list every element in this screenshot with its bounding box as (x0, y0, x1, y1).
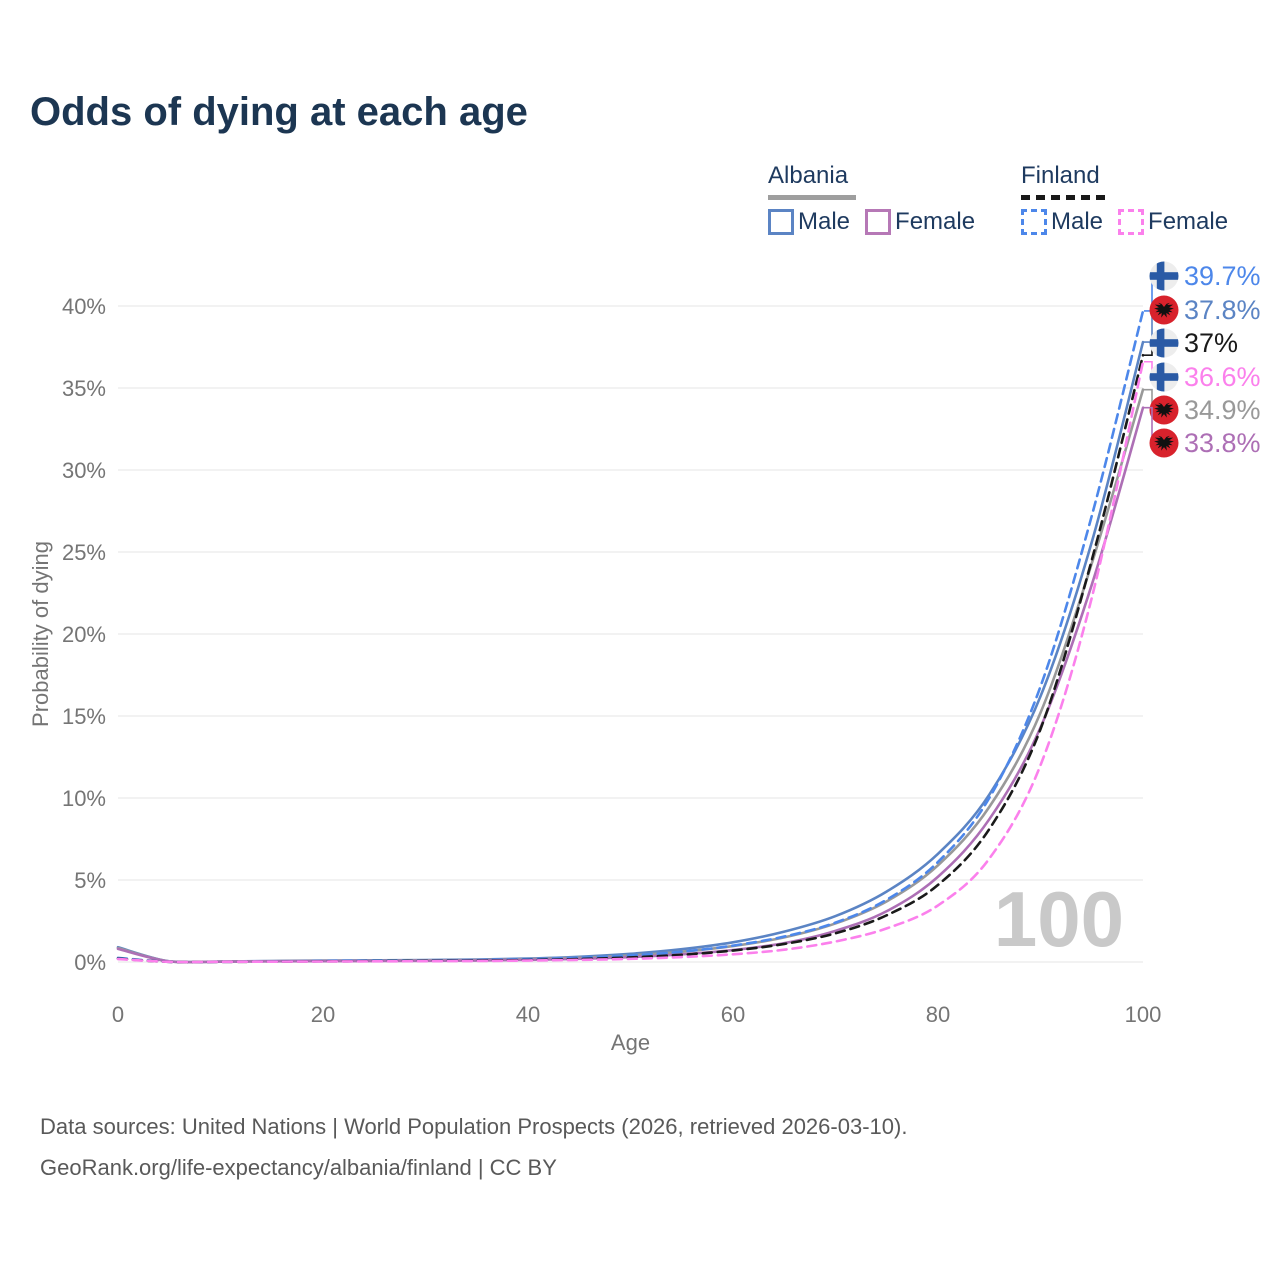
end-value-label-finland-both-sexes: 37% (1184, 328, 1238, 358)
albania-male-swatch-icon (768, 209, 794, 235)
legend-label: Male (798, 208, 851, 235)
finland-dashed-line-sample (1021, 195, 1109, 200)
x-tick-label: 100 (1125, 1002, 1162, 1027)
end-value-label-albania-both-sexes: 34.9% (1184, 395, 1261, 425)
end-value-label-albania-male: 37.8% (1184, 295, 1261, 325)
albania-female-swatch-icon (865, 209, 892, 235)
legend-country-albania[interactable]: Albania (768, 162, 849, 189)
finland-cross-vertical (1156, 362, 1165, 392)
legend-item-finland-male[interactable]: Male (1021, 208, 1103, 236)
page-title: Odds of dying at each age (30, 90, 528, 134)
legend-country-finland[interactable]: Finland (1021, 162, 1100, 189)
series-line-albania-male (116, 340, 1145, 964)
finland-female-swatch-icon (1118, 209, 1145, 235)
x-tick-label: 40 (516, 1002, 540, 1027)
y-tick-label: 0% (74, 950, 106, 975)
legend-label: Female (1148, 208, 1229, 235)
series-line-albania-both-sexes (116, 388, 1145, 964)
y-tick-label: 35% (62, 376, 106, 401)
finland-cross-vertical (1156, 328, 1165, 358)
albania-eagle-icon (1154, 402, 1174, 418)
legend-item-finland-female[interactable]: Female (1118, 208, 1228, 236)
y-axis-title: Probability of dying (28, 541, 53, 727)
legend-group-finland: Finland Male Female (1021, 162, 1243, 236)
mortality-line-chart[interactable]: 0% 5% 10% 15% 20% 25% 30% 35% 40% 0 20 40 60 80 100 Age… (0, 0, 1280, 1090)
x-tick-label: 0 (112, 1002, 124, 1027)
legend-group-albania: Albania Male Female (768, 162, 990, 236)
albania-eagle-icon (1154, 302, 1174, 318)
series-line-albania-female (116, 406, 1145, 964)
end-value-label-finland-male: 39.7% (1184, 261, 1261, 291)
data-sources-line1: Data sources: United Nations | World Pop… (40, 1114, 908, 1139)
legend: Albania Male Female Finland Male (0, 162, 1280, 242)
y-tick-label: 20% (62, 622, 106, 647)
albania-solid-line-sample (768, 195, 856, 200)
y-tick-label: 25% (62, 540, 106, 565)
albania-eagle-icon (1154, 435, 1174, 451)
finland-male-swatch-icon (1021, 209, 1047, 235)
y-tick-label: 40% (62, 294, 106, 319)
y-tick-label: 15% (62, 704, 106, 729)
legend-label: Male (1051, 208, 1104, 235)
y-tick-label: 30% (62, 458, 106, 483)
legend-item-albania-male[interactable]: Male (768, 208, 850, 236)
data-sources-line2: GeoRank.org/life-expectancy/albania/finl… (40, 1155, 557, 1180)
x-tick-label: 20 (311, 1002, 335, 1027)
legend-label: Female (895, 208, 976, 235)
x-tick-label: 80 (926, 1002, 950, 1027)
y-tick-label: 5% (74, 868, 106, 893)
x-tick-label: 60 (721, 1002, 745, 1027)
hovered-age-watermark: 100 (994, 875, 1124, 963)
legend-item-albania-female[interactable]: Female (865, 208, 975, 236)
series-line-finland-both-sexes (116, 353, 1145, 964)
y-tick-label: 10% (62, 786, 106, 811)
finland-cross-vertical (1156, 261, 1165, 291)
data-sources: Data sources: United Nations | World Pop… (40, 1106, 907, 1188)
series-line-finland-female (116, 360, 1145, 964)
x-axis-title: Age (611, 1030, 650, 1055)
end-value-label-finland-female: 36.6% (1184, 362, 1261, 392)
series-line-finland-male (116, 309, 1145, 964)
end-value-label-albania-female: 33.8% (1184, 428, 1261, 458)
